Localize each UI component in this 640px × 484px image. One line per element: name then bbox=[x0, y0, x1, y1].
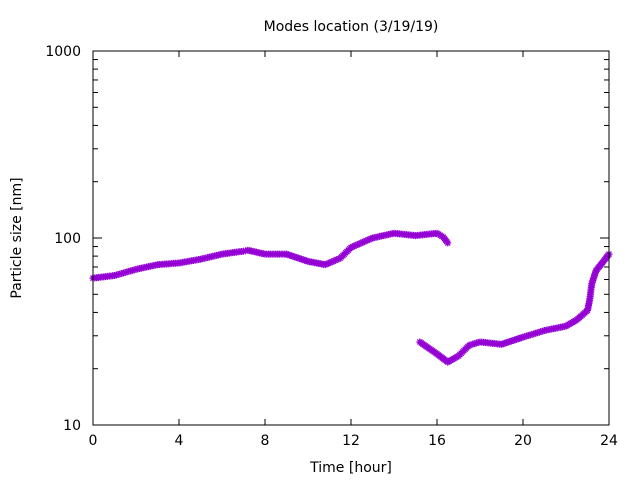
data-point-series-1 bbox=[364, 236, 372, 244]
data-point-series-1 bbox=[360, 238, 368, 246]
data-point-series-1 bbox=[444, 239, 452, 247]
data-point-series-1 bbox=[323, 260, 331, 268]
data-point-series-1 bbox=[335, 255, 343, 263]
y-axis-label: Particle size [nm] bbox=[9, 177, 25, 298]
data-point-series-1 bbox=[325, 259, 333, 267]
data-point-series-1 bbox=[328, 258, 336, 266]
data-point-series-1 bbox=[350, 242, 358, 250]
x-tick-label: 12 bbox=[342, 433, 360, 449]
data-point-series-1 bbox=[359, 238, 367, 246]
data-point-series-1 bbox=[355, 240, 363, 248]
data-point-series-1 bbox=[330, 257, 338, 265]
x-tick-label: 8 bbox=[261, 433, 270, 449]
chart-title: Modes location (3/19/19) bbox=[264, 19, 439, 35]
x-tick-label: 4 bbox=[175, 433, 184, 449]
x-tick-label: 20 bbox=[514, 433, 532, 449]
data-point-series-1 bbox=[357, 239, 365, 247]
data-point-series-1 bbox=[354, 241, 362, 249]
data-point-series-1 bbox=[331, 256, 339, 264]
y-tick-label: 10 bbox=[63, 418, 81, 434]
y-tick-label: 1000 bbox=[45, 44, 81, 60]
plot-frame bbox=[92, 50, 610, 426]
data-point-series-1 bbox=[333, 256, 341, 264]
x-tick-label: 16 bbox=[428, 433, 446, 449]
x-tick-label: 0 bbox=[89, 433, 98, 449]
data-point-series-1 bbox=[352, 241, 360, 249]
data-point-series-1 bbox=[326, 259, 334, 267]
data-point-series-1 bbox=[321, 261, 329, 269]
x-axis-label: Time [hour] bbox=[309, 460, 392, 476]
x-tick-label: 24 bbox=[600, 433, 618, 449]
data-point-series-1 bbox=[349, 243, 357, 251]
data-point-series-1 bbox=[365, 235, 373, 243]
data-point-series-1 bbox=[367, 235, 375, 243]
data-point-series-1 bbox=[362, 237, 370, 245]
y-tick-label: 100 bbox=[54, 231, 81, 247]
data-point-series-1 bbox=[347, 243, 355, 251]
